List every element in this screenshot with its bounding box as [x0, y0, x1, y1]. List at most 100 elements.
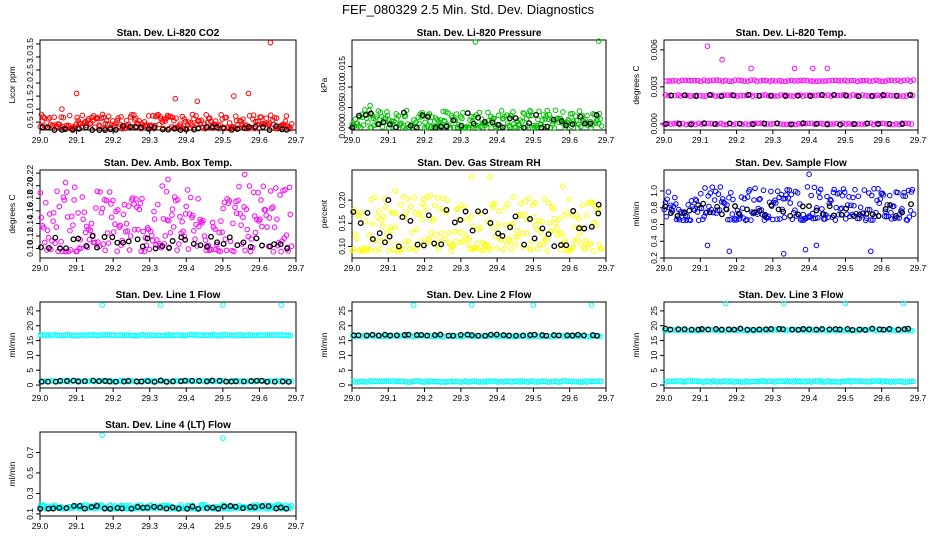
data-point: [143, 242, 150, 249]
x-tick-label: 29.1: [68, 393, 85, 403]
data-point: [892, 78, 898, 84]
data-point: [369, 331, 376, 338]
y-tick-label: 10: [649, 350, 659, 360]
data-point: [825, 92, 832, 98]
data-point: [756, 326, 763, 333]
data-point: [358, 209, 365, 216]
data-point: [837, 92, 844, 99]
data-point: [665, 189, 672, 195]
x-tick-label: 29.4: [178, 521, 195, 531]
data-point: [869, 192, 875, 199]
x-tick-label: 29.1: [68, 263, 85, 273]
data-point: [788, 93, 794, 99]
data-point: [595, 204, 602, 210]
data-point: [370, 115, 377, 122]
y-tick-label: 0.006: [649, 39, 659, 61]
data-point: [362, 218, 369, 225]
data-point: [665, 92, 672, 99]
data-point: [792, 78, 798, 84]
data-point: [567, 247, 574, 254]
data-point: [133, 196, 139, 202]
data-point: [63, 245, 69, 252]
data-point: [159, 126, 166, 133]
data-point: [38, 214, 45, 221]
data-point: [441, 117, 447, 124]
data-point: [148, 232, 155, 239]
y-tick-label: 0.20: [25, 177, 35, 194]
x-tick-label: 29.2: [728, 263, 745, 273]
data-point: [138, 378, 145, 385]
data-point: [82, 229, 89, 236]
data-point: [784, 187, 790, 193]
data-point: [559, 231, 565, 237]
series: [39, 123, 290, 133]
data-point: [245, 123, 252, 130]
data-point: [713, 326, 719, 332]
data-point: [866, 78, 873, 84]
data-point: [50, 505, 57, 512]
data-point: [756, 207, 763, 214]
data-point: [673, 201, 679, 207]
data-point: [70, 236, 77, 243]
data-point: [768, 202, 775, 209]
data-point: [698, 326, 705, 332]
data-point: [726, 248, 733, 255]
chart-panel: Stan. Dev. Li-820 Pressure 29.0 29.1 29.2 29…: [319, 28, 615, 145]
y-tick-label: 0.015: [337, 56, 347, 78]
x-tick-label: 29.5: [525, 263, 542, 273]
y-tick-label: 1.0: [649, 185, 659, 197]
x-tick-label: 29.7: [598, 135, 615, 145]
data-point: [144, 504, 151, 511]
data-point: [888, 92, 894, 99]
data-point: [96, 127, 103, 133]
data-point: [139, 243, 146, 250]
data-point: [761, 120, 768, 127]
data-point: [263, 115, 270, 121]
data-point: [226, 234, 233, 241]
data-point: [748, 217, 754, 223]
data-point: [725, 326, 732, 333]
data-point: [393, 210, 399, 217]
x-tick-label: 29.5: [215, 393, 232, 403]
data-point: [445, 230, 452, 236]
data-point: [487, 174, 493, 180]
data-point: [711, 197, 718, 203]
series: [37, 302, 295, 385]
data-point: [146, 113, 152, 119]
data-point: [112, 378, 119, 385]
data-point: [197, 242, 204, 249]
y-tick-label: 0.000: [337, 117, 347, 139]
x-tick-label: 29.6: [561, 263, 578, 273]
data-point: [223, 247, 230, 254]
data-point: [170, 378, 176, 385]
data-point: [127, 123, 134, 130]
data-point: [700, 216, 706, 223]
data-point: [871, 186, 877, 192]
data-point: [356, 112, 362, 119]
data-point: [367, 102, 373, 109]
data-point: [828, 197, 834, 204]
data-point: [453, 111, 460, 117]
y-tick-label: 0.003: [649, 76, 659, 98]
data-point: [67, 227, 73, 234]
data-point: [663, 120, 669, 127]
data-point: [542, 116, 549, 122]
data-point: [682, 77, 689, 84]
figure-title: FEF_080329 2.5 Min. Std. Dev. Diagnostic…: [342, 2, 594, 17]
data-point: [286, 184, 293, 191]
data-point: [194, 98, 201, 105]
data-point: [595, 38, 602, 45]
data-point: [382, 239, 388, 246]
data-point: [382, 331, 388, 338]
data-point: [554, 225, 560, 232]
data-point: [820, 78, 826, 84]
data-point: [433, 232, 439, 239]
data-point: [725, 216, 731, 223]
data-point: [534, 226, 540, 233]
data-point: [75, 210, 81, 216]
data-point: [206, 115, 213, 121]
data-point: [802, 246, 809, 253]
data-point: [872, 92, 879, 99]
data-point: [850, 92, 856, 98]
data-point: [669, 78, 676, 84]
